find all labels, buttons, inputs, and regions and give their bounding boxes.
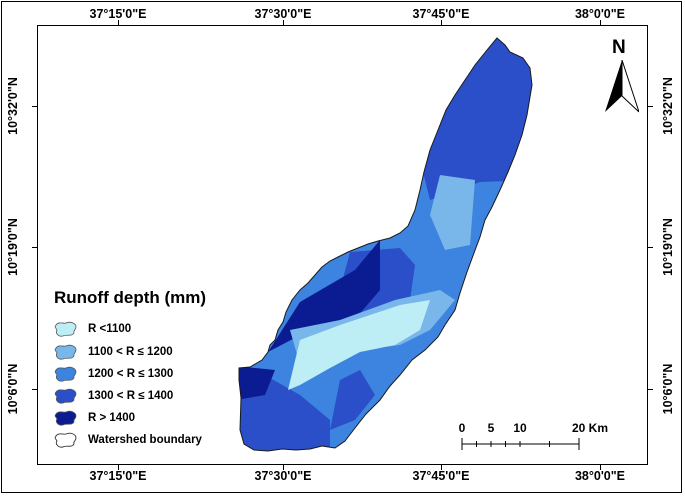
tick: [32, 247, 37, 248]
legend-label: Watershed boundary: [88, 434, 202, 446]
legend-label: R <1100: [88, 323, 132, 335]
longitude-label-bottom: 37°30'0"E: [254, 469, 312, 483]
longitude-label-top: 38°0'0"E: [574, 7, 626, 21]
tick: [283, 20, 284, 25]
legend-swatch: [54, 410, 77, 426]
zone-above-1400: [239, 366, 275, 400]
tick: [648, 389, 653, 390]
tick: [648, 106, 653, 107]
longitude-label-bottom: 37°45'0"E: [412, 469, 470, 483]
longitude-label-bottom: 38°0'0"E: [574, 469, 626, 483]
legend-label: R > 1400: [88, 412, 135, 424]
longitude-label-top: 37°30'0"E: [254, 7, 312, 21]
zone-1300-1400: [239, 378, 330, 451]
legend-title: Runoff depth (mm): [54, 288, 207, 307]
tick: [32, 389, 37, 390]
legend-swatch: [54, 388, 77, 404]
zone-above-1400: [268, 240, 380, 352]
tick: [441, 465, 442, 470]
legend-item: R <1100: [54, 320, 131, 338]
legend-label: 1200 < R ≤ 1300: [88, 368, 174, 380]
legend-swatch: [54, 344, 77, 360]
scale-label: 5: [487, 421, 495, 435]
legend-item: 1100 < R ≤ 1200: [54, 343, 173, 361]
tick: [118, 20, 119, 25]
zone-1300-1400: [330, 370, 375, 430]
scale-label: 0: [458, 421, 466, 435]
zone-1100-1200: [430, 175, 475, 250]
zone-below-1100: [288, 300, 430, 390]
tick: [600, 20, 601, 25]
scale-label: 20 Km: [571, 421, 609, 435]
legend-item: 1300 < R ≤ 1400: [54, 387, 173, 405]
legend-item: Watershed boundary: [54, 431, 202, 449]
legend-item: 1200 < R ≤ 1300: [54, 365, 173, 383]
legend-swatch: [54, 432, 77, 448]
tick: [600, 465, 601, 470]
tick: [441, 20, 442, 25]
tick: [118, 465, 119, 470]
longitude-label-top: 37°15'0"E: [89, 7, 147, 21]
tick: [648, 247, 653, 248]
tick: [32, 106, 37, 107]
tick: [283, 465, 284, 470]
longitude-label-top: 37°45'0"E: [412, 7, 470, 21]
north-arrow-icon: [605, 60, 639, 113]
scale-bar: [461, 438, 580, 450]
legend-label: 1100 < R ≤ 1200: [88, 346, 173, 358]
legend-label: 1300 < R ≤ 1400: [88, 390, 174, 402]
longitude-label-bottom: 37°15'0"E: [89, 469, 147, 483]
legend-item: R > 1400: [54, 409, 135, 427]
watershed-boundary: [238, 37, 533, 452]
north-label: N: [612, 37, 626, 58]
zone-1300-1400: [460, 85, 500, 125]
scale-label: 10: [513, 421, 527, 435]
legend-swatch: [54, 366, 77, 382]
legend-swatch: [54, 321, 77, 337]
